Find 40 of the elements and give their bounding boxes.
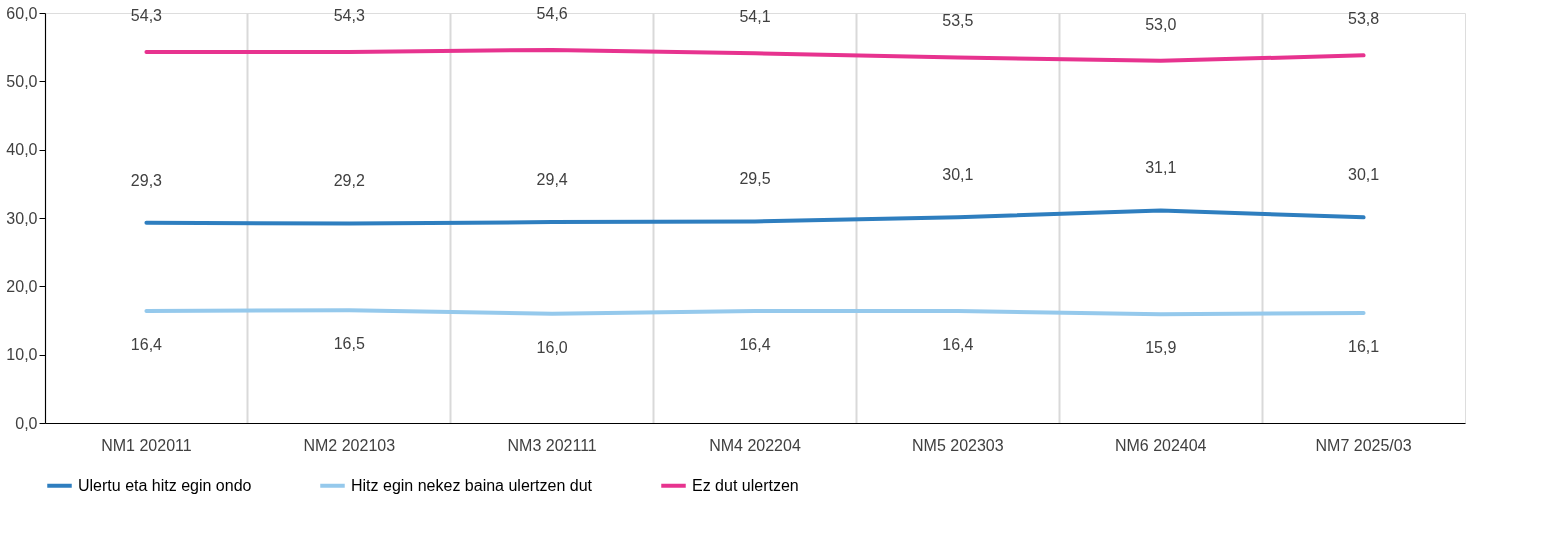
- data-label: 53,0: [1145, 15, 1177, 33]
- data-label: 30,1: [1348, 166, 1380, 184]
- y-tick-label: 40,0: [6, 141, 38, 159]
- y-tick-label: 10,0: [6, 346, 38, 364]
- legend-label: Ulertu eta hitz egin ondo: [78, 476, 252, 494]
- data-label: 54,3: [333, 6, 365, 24]
- y-tick-label: 30,0: [6, 209, 38, 227]
- line-series: [144, 208, 1366, 226]
- y-tick-label: 0,0: [15, 414, 38, 432]
- data-label: 29,5: [739, 170, 771, 188]
- x-tick-label: NM6 202404: [1114, 436, 1207, 454]
- data-label: 16,4: [130, 335, 163, 353]
- data-label: 15,9: [1145, 339, 1177, 357]
- legend-label: Ez dut ulertzen: [692, 476, 799, 494]
- y-tick-label: 50,0: [6, 72, 38, 90]
- x-tick-label: NM7 2025/03: [1315, 436, 1412, 454]
- data-label: 29,2: [333, 172, 365, 190]
- data-label: 16,4: [739, 335, 771, 353]
- x-tick-label: NM1 202011: [101, 436, 192, 454]
- data-label: 30,1: [942, 166, 974, 184]
- line-series: [144, 47, 1366, 63]
- data-label: 53,8: [1348, 10, 1380, 28]
- x-tick-label: NM5 202303: [912, 436, 1004, 454]
- data-label: 54,1: [739, 8, 771, 26]
- data-label: 31,1: [1145, 159, 1177, 177]
- data-label: 29,4: [536, 171, 568, 189]
- x-tick-label: NM2 202103: [303, 436, 396, 454]
- y-tick-label: 20,0: [6, 277, 38, 295]
- data-label: 54,3: [130, 6, 163, 24]
- data-label: 54,6: [536, 4, 568, 22]
- x-tick-label: NM4 202204: [709, 436, 801, 454]
- data-label: 29,3: [130, 171, 163, 189]
- x-tick-label: NM3 202111: [507, 436, 597, 454]
- y-tick-label: 60,0: [6, 4, 38, 22]
- legend-label: Hitz egin nekez baina ulertzen dut: [351, 476, 593, 494]
- data-label: 16,4: [942, 335, 974, 353]
- data-label: 16,1: [1348, 337, 1380, 355]
- data-label: 16,0: [536, 338, 568, 356]
- data-label: 53,5: [942, 12, 974, 30]
- data-label: 16,5: [333, 335, 365, 353]
